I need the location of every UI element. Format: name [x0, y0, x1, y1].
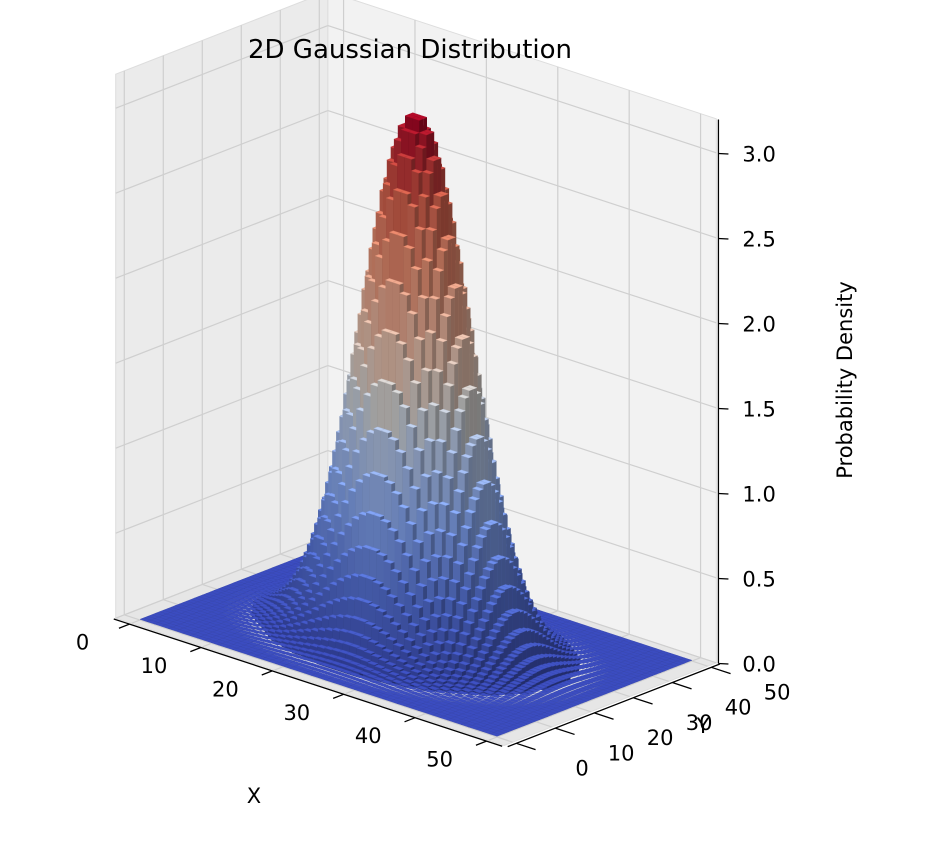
bar-top-face: [418, 193, 431, 198]
left-pane: [115, 0, 329, 619]
bar-top-face: [425, 226, 438, 232]
floor-grid-y: [124, 614, 513, 743]
back-grid-z: [327, 109, 717, 239]
back-grid-z: [327, 24, 717, 154]
bar-top-face: [429, 204, 442, 210]
bar-top-face: [411, 116, 424, 121]
bar-top-face: [425, 156, 438, 162]
bar-top-face: [436, 247, 449, 252]
bar-top-face: [461, 386, 474, 391]
bar-top-face: [432, 192, 446, 198]
bar-top-face: [418, 130, 431, 136]
bar-top-face: [440, 236, 453, 241]
left-grid-z: [115, 279, 329, 364]
bar-top-face: [450, 344, 463, 349]
left-grid-z: [115, 364, 329, 449]
bar-top-face: [421, 169, 435, 175]
bar-top-face: [432, 267, 445, 272]
bar-top-face: [414, 144, 427, 149]
left-grid-z: [115, 24, 329, 109]
bar-top-face: [447, 284, 460, 289]
left-grid-z: [115, 534, 329, 619]
floor-grid-x: [488, 657, 701, 741]
bar-top-face: [421, 257, 434, 262]
bar-top-face: [454, 335, 467, 340]
bar-surface: [139, 112, 693, 737]
left-grid-z: [115, 109, 329, 194]
left-grid-z: [115, 194, 329, 279]
left-grid-z: [115, 449, 329, 534]
bar-top-face: [439, 312, 452, 318]
bar-top-face: [443, 294, 456, 300]
bar-top-face: [428, 295, 441, 300]
